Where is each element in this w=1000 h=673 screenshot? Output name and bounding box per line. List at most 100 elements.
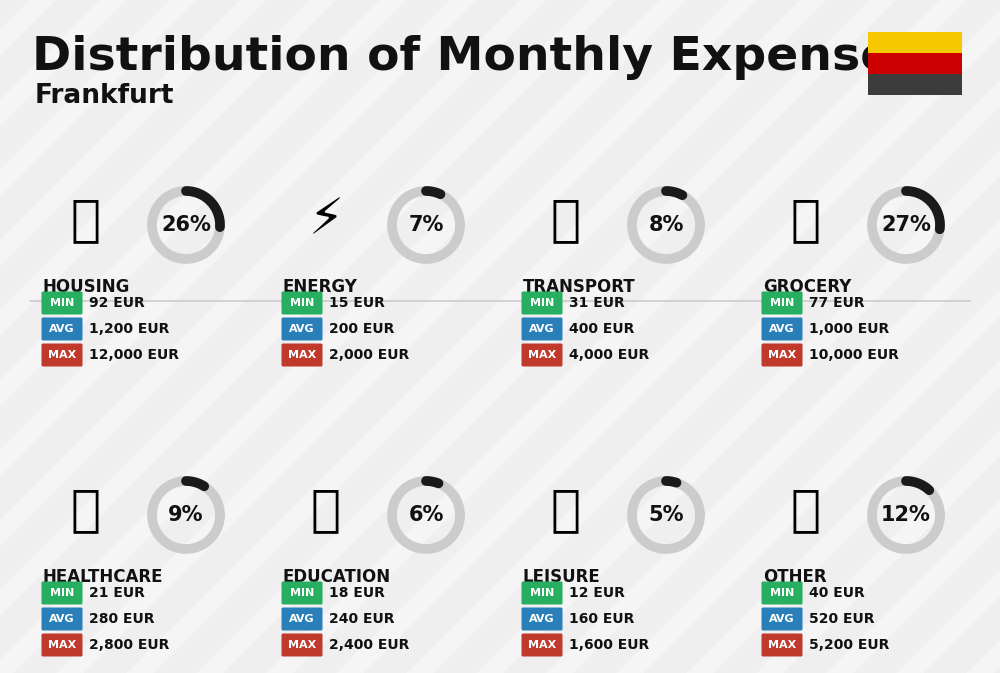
- FancyBboxPatch shape: [522, 318, 562, 341]
- Text: 7%: 7%: [408, 215, 444, 235]
- Text: 5%: 5%: [648, 505, 684, 525]
- Text: MIN: MIN: [530, 588, 554, 598]
- FancyBboxPatch shape: [762, 291, 802, 314]
- Text: MAX: MAX: [48, 640, 76, 650]
- Text: AVG: AVG: [49, 614, 75, 624]
- Text: 👜: 👜: [791, 486, 821, 534]
- Text: 1,000 EUR: 1,000 EUR: [809, 322, 889, 336]
- Text: 🫀: 🫀: [71, 486, 101, 534]
- FancyBboxPatch shape: [282, 608, 322, 631]
- Text: HOUSING: HOUSING: [43, 278, 130, 296]
- Text: 160 EUR: 160 EUR: [569, 612, 634, 626]
- FancyBboxPatch shape: [522, 291, 562, 314]
- Text: 2,000 EUR: 2,000 EUR: [329, 348, 409, 362]
- FancyBboxPatch shape: [522, 343, 562, 367]
- Text: 12%: 12%: [881, 505, 931, 525]
- Text: 400 EUR: 400 EUR: [569, 322, 634, 336]
- FancyBboxPatch shape: [42, 581, 82, 604]
- FancyBboxPatch shape: [762, 633, 802, 656]
- Text: Distribution of Monthly Expenses: Distribution of Monthly Expenses: [32, 35, 920, 80]
- FancyBboxPatch shape: [868, 74, 962, 95]
- Text: AVG: AVG: [769, 614, 795, 624]
- Text: 🛍: 🛍: [551, 486, 581, 534]
- Text: ⚡: ⚡: [308, 196, 344, 244]
- Text: 77 EUR: 77 EUR: [809, 296, 865, 310]
- Text: MIN: MIN: [530, 298, 554, 308]
- Text: MIN: MIN: [770, 588, 794, 598]
- Text: 6%: 6%: [408, 505, 444, 525]
- Text: MAX: MAX: [288, 350, 316, 360]
- Text: MAX: MAX: [528, 350, 556, 360]
- Text: 5,200 EUR: 5,200 EUR: [809, 638, 889, 652]
- Text: MAX: MAX: [288, 640, 316, 650]
- Text: 520 EUR: 520 EUR: [809, 612, 874, 626]
- Text: AVG: AVG: [49, 324, 75, 334]
- FancyBboxPatch shape: [868, 32, 962, 53]
- Text: MIN: MIN: [770, 298, 794, 308]
- FancyBboxPatch shape: [762, 581, 802, 604]
- Text: 🛒: 🛒: [791, 196, 821, 244]
- Text: 280 EUR: 280 EUR: [89, 612, 154, 626]
- Text: 1,200 EUR: 1,200 EUR: [89, 322, 169, 336]
- Text: MIN: MIN: [50, 298, 74, 308]
- Text: 40 EUR: 40 EUR: [809, 586, 865, 600]
- Text: MAX: MAX: [528, 640, 556, 650]
- Text: HEALTHCARE: HEALTHCARE: [43, 568, 164, 586]
- Text: 18 EUR: 18 EUR: [329, 586, 385, 600]
- FancyBboxPatch shape: [522, 608, 562, 631]
- FancyBboxPatch shape: [42, 318, 82, 341]
- Text: 200 EUR: 200 EUR: [329, 322, 394, 336]
- FancyBboxPatch shape: [522, 633, 562, 656]
- FancyBboxPatch shape: [868, 53, 962, 74]
- Text: 🎓: 🎓: [311, 486, 341, 534]
- Text: ENERGY: ENERGY: [283, 278, 358, 296]
- FancyBboxPatch shape: [42, 343, 82, 367]
- FancyBboxPatch shape: [522, 581, 562, 604]
- Text: TRANSPORT: TRANSPORT: [523, 278, 636, 296]
- Text: 8%: 8%: [648, 215, 684, 235]
- Text: AVG: AVG: [529, 324, 555, 334]
- Text: AVG: AVG: [529, 614, 555, 624]
- Text: MAX: MAX: [768, 640, 796, 650]
- Text: 2,400 EUR: 2,400 EUR: [329, 638, 409, 652]
- FancyBboxPatch shape: [762, 608, 802, 631]
- Text: 12,000 EUR: 12,000 EUR: [89, 348, 179, 362]
- FancyBboxPatch shape: [762, 318, 802, 341]
- Text: 240 EUR: 240 EUR: [329, 612, 394, 626]
- Text: MAX: MAX: [48, 350, 76, 360]
- Text: 1,600 EUR: 1,600 EUR: [569, 638, 649, 652]
- FancyBboxPatch shape: [282, 343, 322, 367]
- Text: 15 EUR: 15 EUR: [329, 296, 385, 310]
- Text: 31 EUR: 31 EUR: [569, 296, 625, 310]
- Text: MIN: MIN: [290, 588, 314, 598]
- FancyBboxPatch shape: [42, 633, 82, 656]
- Text: 21 EUR: 21 EUR: [89, 586, 145, 600]
- Text: 2,800 EUR: 2,800 EUR: [89, 638, 169, 652]
- Text: MIN: MIN: [50, 588, 74, 598]
- FancyBboxPatch shape: [42, 291, 82, 314]
- Text: OTHER: OTHER: [763, 568, 827, 586]
- Text: 🏢: 🏢: [71, 196, 101, 244]
- Text: Frankfurt: Frankfurt: [35, 83, 175, 109]
- Text: 92 EUR: 92 EUR: [89, 296, 145, 310]
- FancyBboxPatch shape: [762, 343, 802, 367]
- Text: AVG: AVG: [289, 614, 315, 624]
- Text: 4,000 EUR: 4,000 EUR: [569, 348, 649, 362]
- FancyBboxPatch shape: [42, 608, 82, 631]
- Text: AVG: AVG: [289, 324, 315, 334]
- Text: AVG: AVG: [769, 324, 795, 334]
- Text: GROCERY: GROCERY: [763, 278, 851, 296]
- Text: 26%: 26%: [161, 215, 211, 235]
- Text: 9%: 9%: [168, 505, 204, 525]
- Text: 🚌: 🚌: [551, 196, 581, 244]
- Text: EDUCATION: EDUCATION: [283, 568, 391, 586]
- Text: 12 EUR: 12 EUR: [569, 586, 625, 600]
- Text: MAX: MAX: [768, 350, 796, 360]
- Text: 27%: 27%: [881, 215, 931, 235]
- Text: MIN: MIN: [290, 298, 314, 308]
- Text: 10,000 EUR: 10,000 EUR: [809, 348, 899, 362]
- FancyBboxPatch shape: [282, 318, 322, 341]
- FancyBboxPatch shape: [282, 633, 322, 656]
- Text: LEISURE: LEISURE: [523, 568, 601, 586]
- FancyBboxPatch shape: [282, 291, 322, 314]
